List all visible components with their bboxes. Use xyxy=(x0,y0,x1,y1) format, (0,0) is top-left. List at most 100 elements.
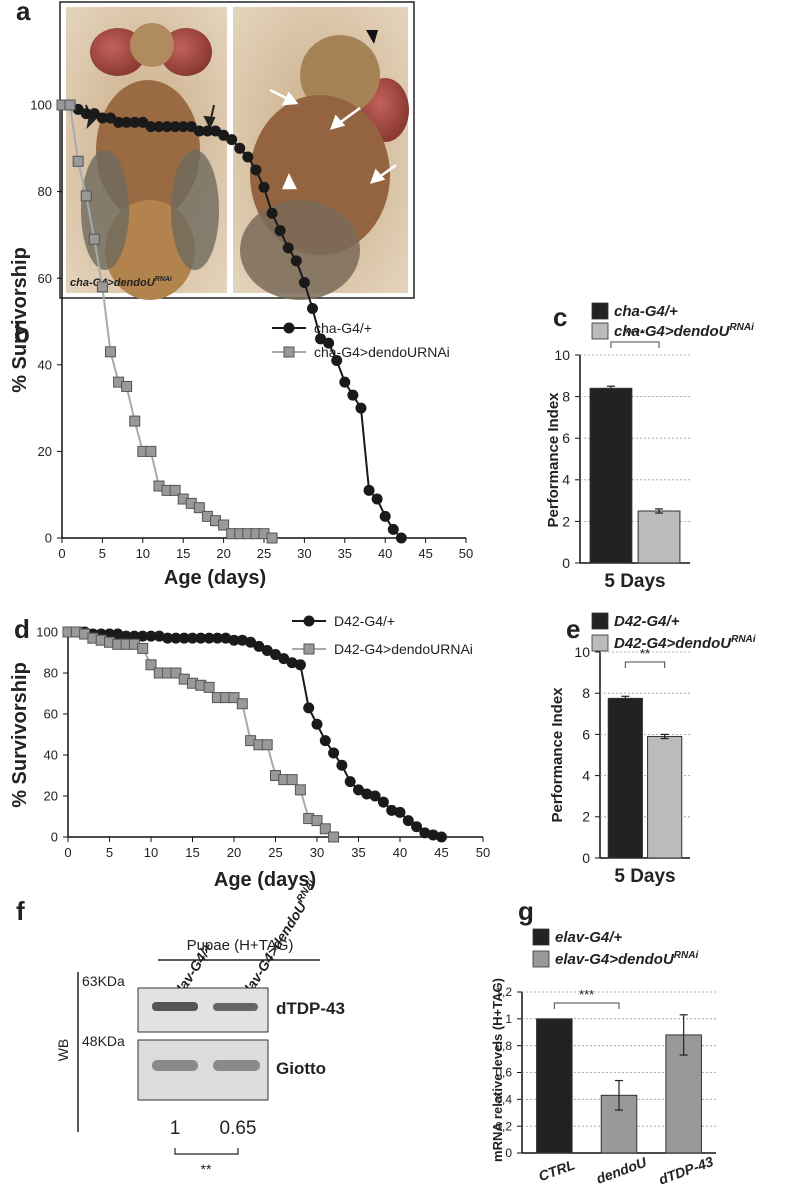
panel-label: c xyxy=(553,302,567,332)
data-point xyxy=(328,831,340,843)
data-point xyxy=(286,657,298,669)
legend-swatch xyxy=(532,950,550,968)
legend-label: elav-G4>dendoURNAi xyxy=(555,950,698,968)
data-point xyxy=(113,116,125,128)
data-point xyxy=(145,445,157,457)
data-point xyxy=(427,829,439,841)
x-tick-label: 10 xyxy=(136,546,150,561)
data-point xyxy=(234,142,246,154)
y-axis-title: mRNA relative levels (H+TAG) xyxy=(490,978,505,1162)
x-tick-label: 15 xyxy=(185,845,199,860)
x-tick-label: 35 xyxy=(338,546,352,561)
legend-text: D42-G4>dendoURNAi xyxy=(334,641,473,657)
protein-label: dTDP-43 xyxy=(276,999,345,1018)
significance: ** xyxy=(640,646,650,661)
legend-label: D42-G4/+ xyxy=(614,613,680,630)
y-tick-label: 6 xyxy=(582,726,590,742)
x-tick-label: 0 xyxy=(58,546,65,561)
data-point xyxy=(319,823,331,835)
data-point xyxy=(112,628,124,640)
y-tick-label: 1,2 xyxy=(495,985,512,999)
panel-label: g xyxy=(518,896,534,926)
y-tick-label: 40 xyxy=(44,748,58,763)
significance: **** xyxy=(625,326,645,341)
data-point xyxy=(210,125,222,137)
data-point xyxy=(270,649,281,661)
error-bar xyxy=(621,695,630,702)
significance-bracket xyxy=(610,341,660,348)
y-tick-label: 80 xyxy=(38,184,52,199)
x-axis-title: Age (days) xyxy=(214,869,316,891)
legend-label: D42-G4>dendoURNAi xyxy=(614,634,756,652)
x-axis-title: Age (days) xyxy=(164,567,266,589)
data-point xyxy=(319,735,331,747)
data-point xyxy=(218,129,230,141)
data-point xyxy=(411,821,423,833)
x-tick-label: 50 xyxy=(476,845,490,860)
legend-text: D42-G4/+ xyxy=(614,613,680,630)
x-tick-label: 40 xyxy=(378,546,392,561)
data-point xyxy=(80,108,92,120)
y-tick-label: 2 xyxy=(562,513,570,529)
y-tick-label: 10 xyxy=(554,347,570,363)
data-point xyxy=(328,747,340,759)
legend-superscript: RNAi xyxy=(674,950,699,961)
data-point xyxy=(104,112,116,124)
data-point xyxy=(274,225,286,237)
data-point xyxy=(361,788,373,800)
y-tick-label: 4 xyxy=(562,472,570,488)
data-point xyxy=(339,376,351,388)
y-axis-title: Performance Index xyxy=(549,687,566,823)
data-point xyxy=(187,632,198,644)
data-point xyxy=(228,692,240,704)
data-point xyxy=(72,155,84,167)
data-point xyxy=(88,233,100,245)
legend-swatch xyxy=(532,928,550,946)
y-axis-title: % Survivorship xyxy=(9,662,31,808)
photo-label-text: cha-G4>dendoU xyxy=(70,277,156,289)
data-point xyxy=(353,784,364,796)
data-point xyxy=(298,277,310,289)
legend-label: cha-G4/+ xyxy=(314,320,372,336)
legend-text: elav-G4/+ xyxy=(555,929,622,946)
error-bar xyxy=(615,1079,623,1111)
y-tick-label: 60 xyxy=(38,271,52,286)
data-point xyxy=(193,125,205,137)
x-tick-label: 30 xyxy=(297,546,311,561)
data-point xyxy=(80,190,92,202)
legend-swatch xyxy=(591,634,609,652)
data-point xyxy=(419,827,431,839)
y-tick-label: 0,2 xyxy=(495,1119,512,1133)
data-point xyxy=(145,659,157,671)
y-tick-label: 100 xyxy=(36,625,58,640)
y-tick-label: 6 xyxy=(562,430,570,446)
significance-bracket xyxy=(624,661,666,668)
data-point xyxy=(402,815,414,827)
legend-superscript: RNAi xyxy=(731,634,756,645)
data-point xyxy=(137,116,149,128)
data-point xyxy=(129,116,141,128)
data-point xyxy=(185,121,197,133)
data-point xyxy=(371,493,383,505)
legend-text: elav-G4>dendoU xyxy=(555,951,675,968)
panel-label: e xyxy=(566,614,580,644)
x-tick-label: 20 xyxy=(216,546,230,561)
mw-marker: 48KDa xyxy=(82,1033,125,1049)
panel-label: a xyxy=(16,0,31,26)
data-point xyxy=(379,510,391,522)
error-bar xyxy=(606,385,615,391)
legend-label: cha-G4>dendoURNAi xyxy=(614,322,754,340)
data-point xyxy=(436,831,447,843)
data-point xyxy=(253,640,265,652)
data-point xyxy=(218,519,230,531)
data-point xyxy=(201,125,213,137)
y-tick-label: 8 xyxy=(582,685,590,701)
data-point xyxy=(303,702,315,714)
data-point xyxy=(261,644,273,656)
blot-title: Pupae (H+TAG) xyxy=(187,937,294,954)
x-tick-label: 5 xyxy=(99,546,106,561)
x-tick-label: 45 xyxy=(418,546,432,561)
data-point xyxy=(258,181,270,193)
data-point xyxy=(377,796,389,808)
y-tick-label: 20 xyxy=(44,789,58,804)
